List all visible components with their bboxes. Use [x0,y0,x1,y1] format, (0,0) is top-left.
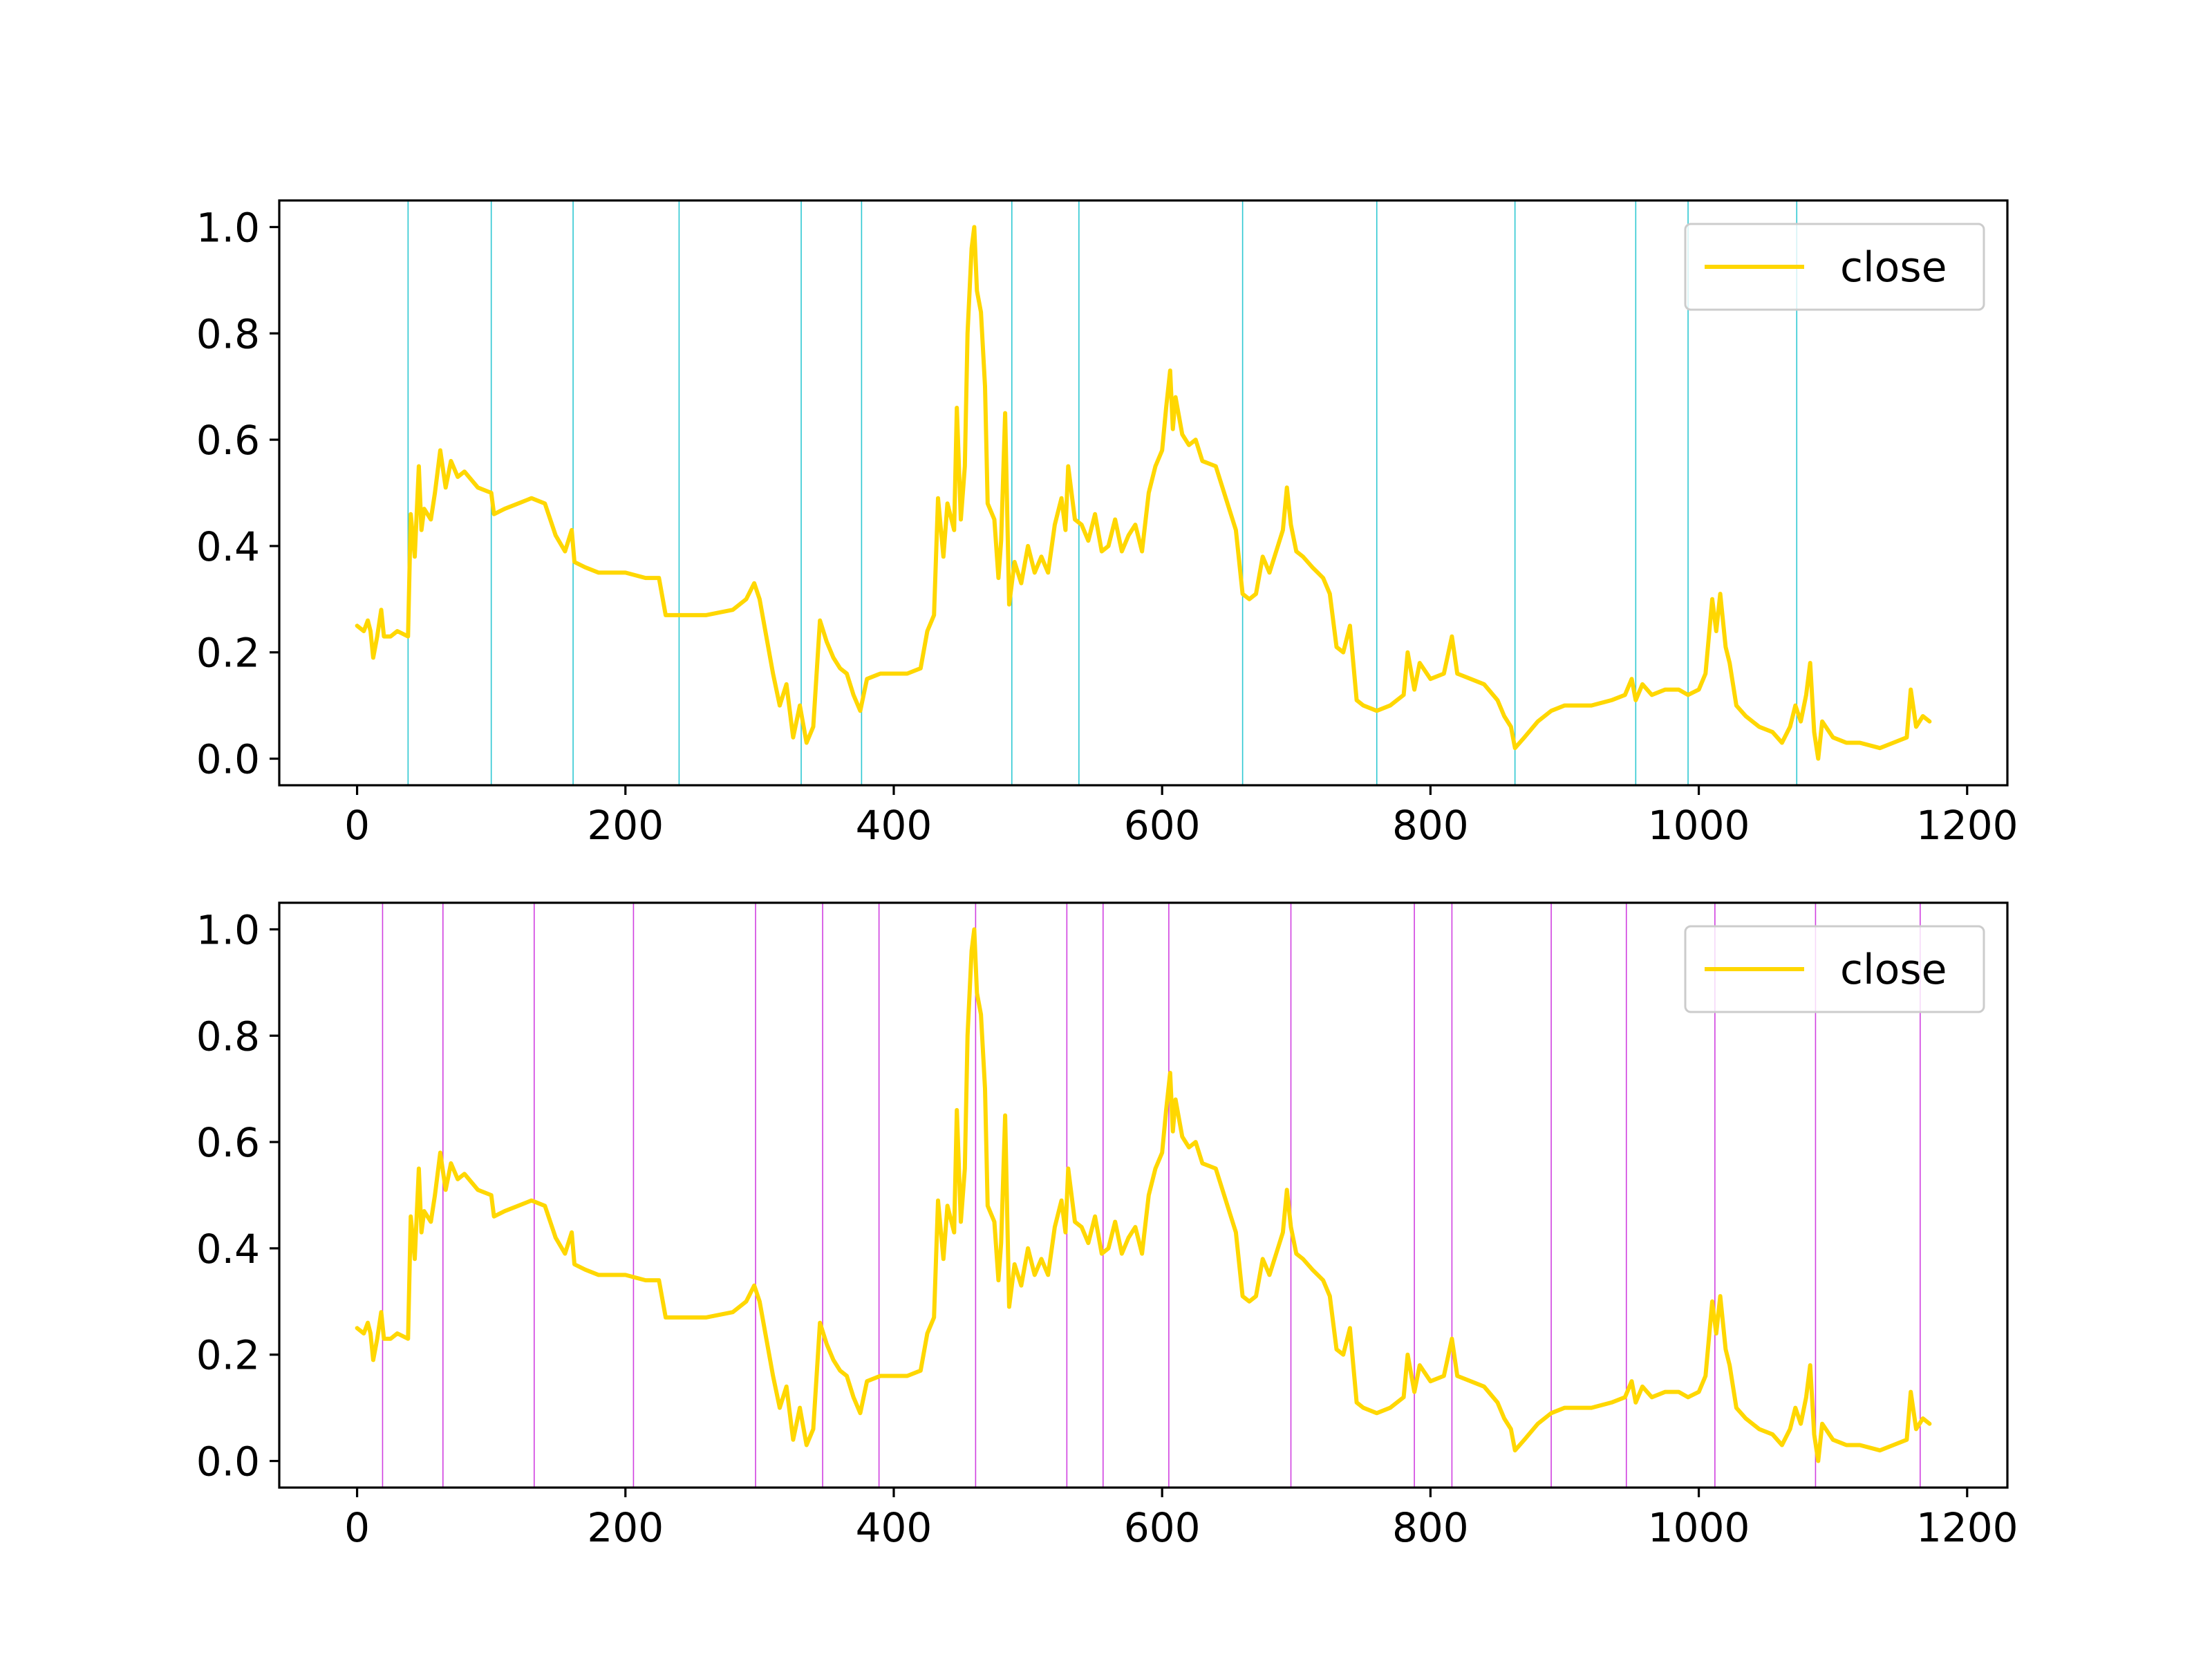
axes-frame [278,199,2009,787]
x-tick-label: 200 [587,802,664,849]
legend-box [1684,925,1985,1013]
x-tick-label: 600 [1124,1504,1201,1551]
y-tick-label: 1.0 [196,204,260,251]
y-tick-label: 0.2 [196,1332,260,1379]
axes-frame [278,901,2009,1489]
legend-label: close [1840,946,1947,994]
y-tick-label: 0.2 [196,630,260,677]
y-tick-label: 0.6 [196,1119,260,1166]
y-tick-label: 0.8 [196,1013,260,1060]
plot-area [355,903,1932,1488]
legend: close [1684,223,1985,311]
x-tick-label: 1000 [1648,1504,1750,1551]
legend: close [1684,925,1985,1013]
legend-label: close [1840,243,1947,292]
x-tick-label: 400 [856,802,932,849]
x-tick-label: 1200 [1916,802,2018,849]
x-tick-label: 0 [344,1504,370,1551]
y-tick-label: 0.8 [196,310,260,357]
plot-area [355,200,1932,785]
top-panel: 0 200 400 600 800 1000 1200 0.0 0.2 0.4 0.6 0.8 1.0 c… [196,199,2018,849]
y-tick-label: 0.4 [196,523,260,570]
y-tick-label: 0.6 [196,417,260,464]
x-tick-label: 800 [1392,1504,1469,1551]
close-series-line [355,225,1932,761]
x-tick-label: 400 [856,1504,932,1551]
x-tick-label: 1000 [1648,802,1750,849]
legend-box [1684,223,1985,311]
x-tick-label: 200 [587,1504,664,1551]
y-tick-label: 0.0 [196,1438,260,1485]
x-tick-label: 1200 [1916,1504,2018,1551]
x-tick-label: 600 [1124,802,1201,849]
y-tick-label: 0.0 [196,736,260,783]
bottom-panel: 0 200 400 600 800 1000 1200 0.0 0.2 0.4 0.6 0.8 1.0 c… [196,901,2018,1551]
y-tick-label: 0.4 [196,1226,260,1273]
close-series-line [355,927,1932,1463]
x-tick-label: 800 [1392,802,1469,849]
x-tick-label: 0 [344,802,370,849]
y-tick-label: 1.0 [196,906,260,953]
